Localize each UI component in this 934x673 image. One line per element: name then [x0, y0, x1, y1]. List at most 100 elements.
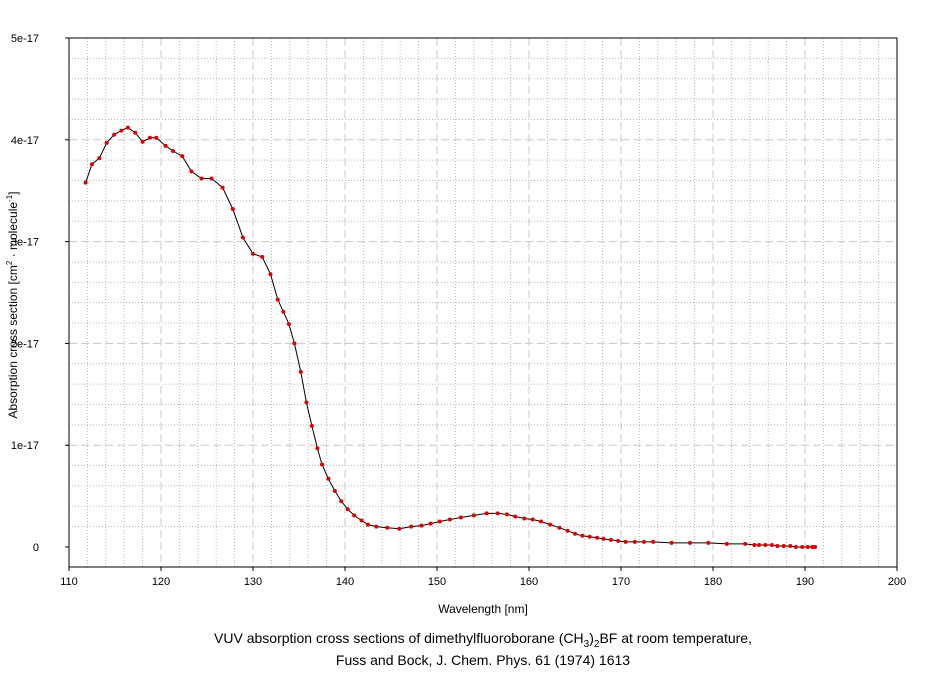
data-point [769, 543, 774, 547]
data-point [148, 135, 152, 140]
y-tick-label: 3e-17 [11, 237, 39, 249]
y-axis-title-sup1: 2 [5, 260, 14, 265]
data-point [119, 128, 124, 133]
data-point [112, 132, 117, 137]
data-point [199, 176, 204, 181]
y-tick-label: 1e-17 [11, 440, 39, 452]
data-point [298, 369, 303, 374]
data-point [805, 545, 810, 549]
data-point [268, 272, 273, 277]
data-point [339, 499, 344, 504]
data-point [504, 512, 509, 517]
data-point [275, 297, 280, 302]
data-point [428, 521, 433, 526]
data-point [608, 537, 613, 542]
data-point [332, 489, 337, 493]
data-point [616, 538, 621, 543]
x-tick-label: 120 [152, 576, 170, 588]
x-tick-label: 160 [520, 576, 538, 588]
data-point [763, 543, 768, 547]
data-point [813, 545, 818, 549]
y-axis-title-sup2: -1 [5, 194, 14, 202]
y-axis-title: Absorption cross section [cm2 · molecule… [5, 191, 20, 418]
major-grid [69, 37, 897, 567]
data-point [304, 400, 309, 405]
caption-line-1-suffix: BF at room temperature, [599, 630, 752, 646]
caption-line-2: Fuss and Bock, J. Chem. Phys. 61 (1974) … [336, 652, 630, 668]
data-point [595, 535, 600, 540]
y-axis-title-mid: · molecule [6, 202, 20, 261]
data-point [573, 531, 577, 536]
data-point [651, 539, 656, 544]
data-point [345, 507, 350, 512]
data-point [743, 541, 748, 546]
data-point [471, 513, 476, 518]
data-point [163, 143, 168, 148]
x-axis-title: Wavelength [nm] [438, 602, 528, 616]
data-point [315, 446, 320, 451]
data-point [601, 536, 606, 541]
data-point [385, 525, 390, 530]
data-point [793, 545, 798, 549]
data-point [724, 541, 729, 546]
data-point [230, 207, 235, 211]
data-point [632, 539, 637, 544]
data-point [292, 341, 297, 346]
caption-line-1-mid: ) [589, 630, 594, 646]
data-point [539, 519, 543, 524]
caption-sub-2: 2 [594, 639, 600, 650]
x-tick-label: 150 [428, 576, 446, 588]
data-point [397, 526, 402, 531]
data-point [800, 545, 805, 549]
data-point [240, 235, 245, 240]
data-point [189, 169, 194, 174]
y-tick-label: 5e-17 [11, 33, 39, 45]
data-point [447, 517, 452, 522]
data-point [458, 515, 463, 520]
data-point [359, 518, 364, 523]
data-point [437, 519, 442, 524]
data-point [580, 533, 585, 538]
data-point [623, 539, 628, 544]
data-point [260, 254, 265, 259]
data-point [83, 180, 88, 185]
data-point [781, 544, 786, 548]
data-point [374, 524, 379, 529]
data-point [251, 251, 255, 256]
data-point [565, 528, 570, 533]
data-point [320, 462, 324, 467]
data-point [522, 516, 527, 521]
y-axis-title-prefix: Absorption cross section [cm [6, 265, 20, 418]
data-point [752, 543, 757, 547]
data-point [557, 525, 562, 530]
data-point [154, 135, 159, 140]
x-tick-label: 140 [336, 576, 354, 588]
data-point [326, 476, 331, 481]
data-point [548, 522, 553, 527]
data-point [140, 139, 145, 144]
caption-line-1: VUV absorption cross sections of dimethy… [214, 630, 752, 650]
data-point [788, 544, 793, 548]
plot-frame [68, 37, 898, 568]
caption-sub-1: 3 [584, 639, 590, 650]
data-point [706, 540, 711, 545]
data-point [171, 149, 175, 153]
data-point [757, 543, 761, 547]
data-point [97, 156, 102, 161]
x-tick-label: 170 [612, 576, 630, 588]
data-point [587, 534, 592, 539]
x-tick-label: 200 [888, 576, 906, 588]
x-tick-label: 190 [796, 576, 814, 588]
y-axis: 0 1e-17 2e-17 3e-17 4e-17 5e-17 [11, 33, 69, 554]
y-axis-title-suffix: ] [6, 191, 20, 194]
data-point [180, 154, 185, 159]
data-point [309, 423, 314, 428]
data-point [642, 539, 646, 544]
data-point [281, 309, 286, 314]
y-tick-label: 0 [33, 542, 39, 554]
data-point [419, 523, 424, 528]
data-point [220, 185, 225, 190]
data-point [104, 140, 109, 145]
